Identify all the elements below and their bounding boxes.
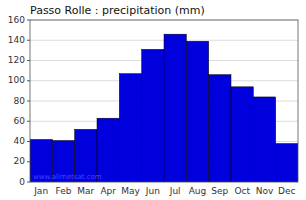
tick-label: Sep xyxy=(211,186,228,196)
tick-mark xyxy=(27,121,30,122)
bar xyxy=(276,144,298,182)
tick-mark xyxy=(27,80,30,81)
plot-frame xyxy=(30,20,298,182)
tick-mark xyxy=(27,182,30,183)
bar xyxy=(209,75,231,182)
bar xyxy=(142,49,164,182)
tick-label: Mar xyxy=(77,186,94,196)
x-axis: Jan Feb Mar Apr May Jun Jul Aug Sep Oct Nov Dec xyxy=(33,186,295,196)
tick-label: 60 xyxy=(14,116,26,126)
grid xyxy=(30,20,298,182)
title: Passo Rolle : precipitation (mm) xyxy=(30,4,205,17)
tick-label: Nov xyxy=(256,186,274,196)
tick-label: Jun xyxy=(145,186,160,196)
tick-label: 40 xyxy=(14,136,26,146)
y-axis: 0 20 40 60 80 100 120 140 160 xyxy=(8,15,30,187)
tick-label: 0 xyxy=(19,177,25,187)
bars xyxy=(30,34,298,182)
tick-mark xyxy=(27,60,30,61)
tick-mark xyxy=(27,141,30,142)
bar xyxy=(253,97,275,182)
tick-label: Jan xyxy=(33,186,48,196)
bar xyxy=(164,34,186,182)
tick-label: Feb xyxy=(56,186,72,196)
tick-label: Oct xyxy=(234,186,250,196)
tick-label: 140 xyxy=(8,35,25,45)
tick-label: Aug xyxy=(189,186,207,196)
tick-label: Jul xyxy=(169,186,181,196)
tick-mark xyxy=(27,161,30,162)
tick-label: 160 xyxy=(8,15,25,25)
chart: 020406080100120140160JanFebMarAprMayJunJ… xyxy=(0,0,306,200)
bar xyxy=(186,41,208,182)
bar xyxy=(231,87,253,182)
tick-label: 80 xyxy=(14,96,26,106)
tick-label: 100 xyxy=(8,75,25,85)
tick-label: May xyxy=(121,186,140,196)
tick-mark xyxy=(27,101,30,102)
tick-label: 120 xyxy=(8,55,25,65)
tick-label: Dec xyxy=(278,186,295,196)
tick-mark xyxy=(27,20,30,21)
tick-label: Apr xyxy=(100,186,116,196)
bar xyxy=(119,74,141,182)
tick-mark xyxy=(27,40,30,41)
tick-label: 20 xyxy=(14,156,26,166)
annotation: www.allmetsat.com xyxy=(33,173,102,181)
